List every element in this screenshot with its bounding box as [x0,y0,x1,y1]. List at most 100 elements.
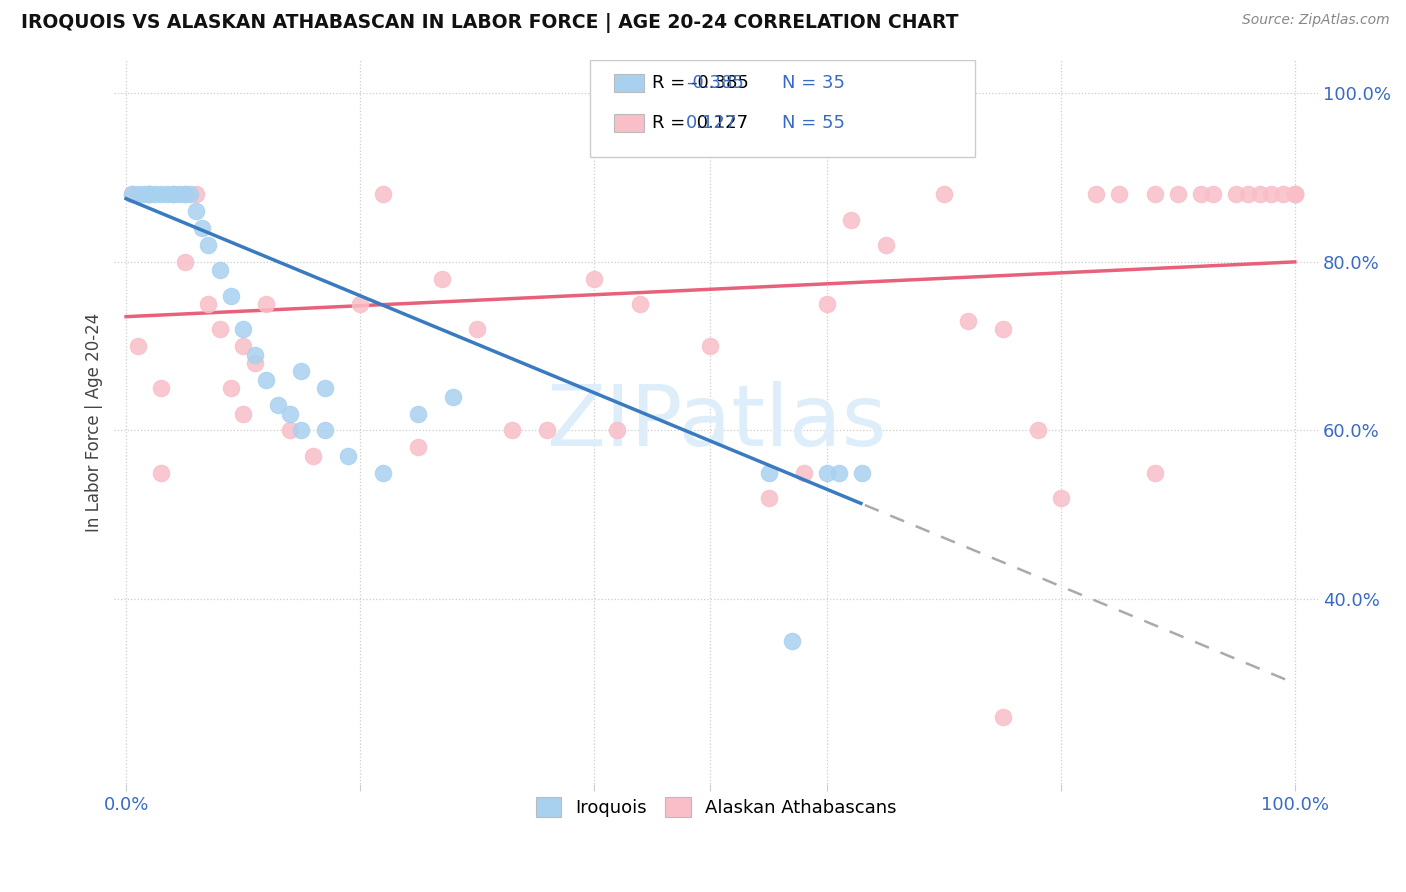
Point [156,187,179,202]
Point [373,187,395,202]
Text: IROQUOIS VS ALASKAN ATHABASCAN IN LABOR FORCE | AGE 20-24 CORRELATION CHART: IROQUOIS VS ALASKAN ATHABASCAN IN LABOR … [21,13,959,33]
Point [254,373,277,387]
Point [1284,187,1306,202]
Point [582,271,605,285]
Point [1225,187,1247,202]
Point [536,424,558,438]
Point [162,187,184,202]
Point [465,322,488,336]
Text: ZIPatlas: ZIPatlas [546,381,887,464]
Point [991,322,1014,336]
Point [132,187,155,202]
Point [197,297,219,311]
Point [232,322,254,336]
Text: N = 35: N = 35 [783,74,845,92]
Point [208,263,231,277]
Point [349,297,371,311]
Point [1143,187,1166,202]
Point [127,187,149,202]
Text: Source: ZipAtlas.com: Source: ZipAtlas.com [1241,13,1389,28]
Point [758,491,780,505]
Point [191,221,214,235]
Point [373,466,395,480]
Point [150,466,173,480]
Point [406,440,429,454]
Text: N = 55: N = 55 [783,113,845,132]
Point [243,348,266,362]
Point [441,390,464,404]
Point [150,187,173,202]
Point [219,288,242,302]
Point [1189,187,1212,202]
Point [314,381,336,395]
Point [758,466,780,480]
Text: -0.385: -0.385 [686,74,744,92]
Point [1272,187,1295,202]
Point [290,364,312,378]
Point [1284,187,1306,202]
Point [1167,187,1189,202]
Point [793,466,815,480]
Point [179,187,201,202]
Point [875,238,897,252]
Point [991,710,1014,724]
Point [267,398,290,412]
Point [232,407,254,421]
Point [1108,187,1130,202]
Point [121,187,143,202]
Point [1260,187,1282,202]
Point [606,424,628,438]
Point [780,634,803,648]
Point [186,204,208,219]
Text: R =  0.127: R = 0.127 [652,113,748,132]
Point [143,187,166,202]
Point [956,314,979,328]
Point [138,187,160,202]
Point [1050,491,1073,505]
Point [1202,187,1225,202]
Point [828,466,851,480]
Point [232,339,254,353]
Point [302,449,325,463]
Point [815,297,838,311]
Point [1085,187,1108,202]
Point [337,449,360,463]
Point [851,466,873,480]
Text: 0.127: 0.127 [686,113,738,132]
Point [254,297,277,311]
Point [243,356,266,370]
Point [173,255,195,269]
Point [934,187,956,202]
Point [278,407,301,421]
FancyBboxPatch shape [614,114,644,132]
Legend: Iroquois, Alaskan Athabascans: Iroquois, Alaskan Athabascans [527,789,905,826]
Point [167,187,190,202]
Point [121,187,143,202]
Y-axis label: In Labor Force | Age 20-24: In Labor Force | Age 20-24 [86,312,103,532]
Point [1237,187,1260,202]
Point [430,271,453,285]
Point [628,297,651,311]
Point [150,381,173,395]
Point [1249,187,1271,202]
Point [138,187,160,202]
Point [173,187,195,202]
Point [815,466,838,480]
Point [208,322,231,336]
Point [197,238,219,252]
Point [1026,424,1049,438]
Point [314,424,336,438]
Point [173,187,195,202]
Point [839,212,862,227]
Point [406,407,429,421]
Point [278,424,301,438]
Point [219,381,242,395]
Point [1284,187,1306,202]
Point [162,187,184,202]
Point [186,187,208,202]
Point [1143,466,1166,480]
Point [501,424,523,438]
Text: R = -0.385: R = -0.385 [652,74,749,92]
Point [138,187,160,202]
Point [290,424,312,438]
